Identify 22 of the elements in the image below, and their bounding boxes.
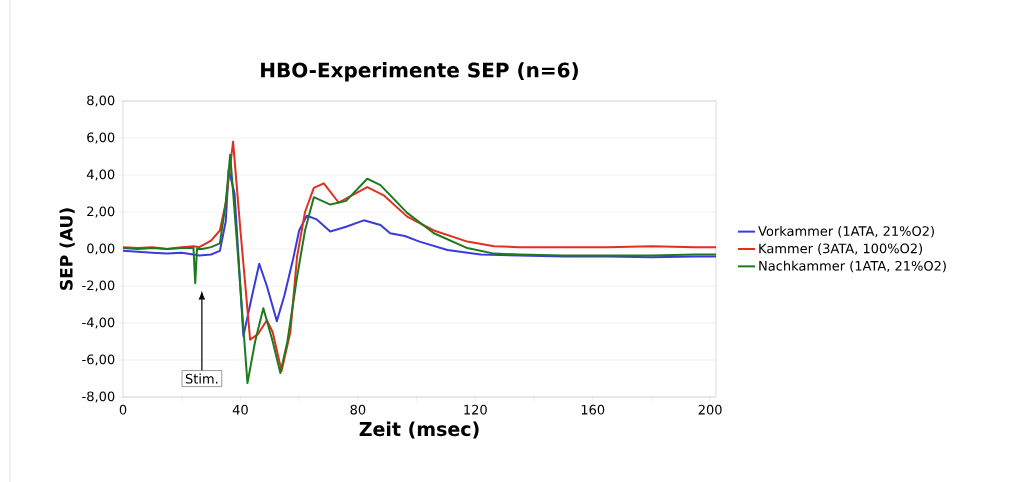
x-tick-label: 160	[581, 404, 605, 415]
y-tick-label: 4,00	[86, 169, 115, 181]
y-tick-label: -8,00	[82, 391, 115, 403]
x-axis-title: Zeit (msec)	[359, 421, 479, 439]
y-tick-label: 6,00	[87, 132, 115, 144]
x-tick-label: 80	[350, 404, 366, 415]
annotation: Stim.	[185, 373, 218, 384]
y-tick-label: 8,00	[87, 95, 115, 107]
y-tick-label: 0,00	[87, 243, 115, 255]
y-axis-title: SEP (AU)	[59, 208, 75, 290]
y-tick-label: 2,00	[87, 206, 115, 218]
chart-title: HBO-Experimente SEP (n=6)	[261, 62, 578, 82]
x-tick-label: 120	[464, 404, 487, 415]
x-tick-label: 0	[119, 404, 127, 415]
legend-label: Kammer (3ATA, 100%O2)	[759, 243, 923, 255]
legend-label: Nachkammer (1ATA, 21%O2)	[759, 260, 946, 273]
y-tick-label: -6,00	[82, 354, 115, 366]
y-tick-label: -4,00	[82, 317, 115, 329]
x-tick-label: 200	[698, 404, 722, 415]
x-tick-label: 40	[232, 404, 248, 415]
y-tick-label: -2,00	[82, 280, 115, 292]
legend-label: Vorkammer (1ATA, 21%O2)	[758, 225, 934, 238]
